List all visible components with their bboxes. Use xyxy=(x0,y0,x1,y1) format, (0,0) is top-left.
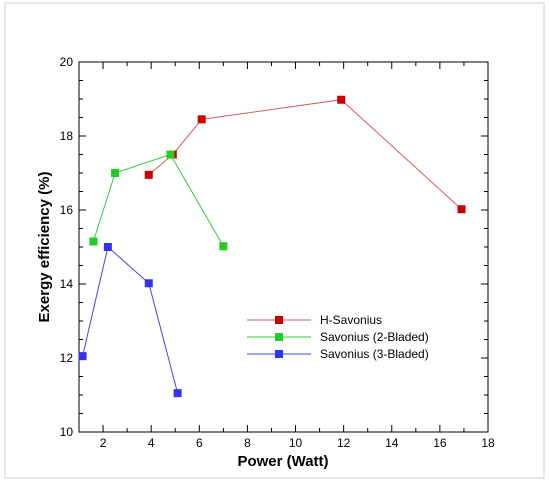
x-tick-label: 18 xyxy=(481,436,495,450)
legend-label: Savonius (2-Bladed) xyxy=(320,330,429,344)
x-tick-label: 10 xyxy=(289,436,303,450)
plot-area xyxy=(78,61,489,433)
data-point xyxy=(78,352,87,361)
x-tick-label: 2 xyxy=(100,436,107,450)
data-point xyxy=(144,170,153,179)
data-point xyxy=(103,243,112,251)
series-markers xyxy=(78,95,466,398)
x-tick-label: 16 xyxy=(433,436,447,450)
series-line-2 xyxy=(92,153,224,247)
y-tick-label: 16 xyxy=(60,203,74,217)
legend-marker xyxy=(275,350,283,358)
y-tick-label: 12 xyxy=(60,351,74,365)
data-point xyxy=(219,242,228,251)
x-tick-label: 12 xyxy=(337,436,351,450)
legend-label: H-Savonius xyxy=(320,313,382,327)
series-line-3 xyxy=(82,246,179,394)
x-tick-label: 4 xyxy=(148,436,155,450)
data-point xyxy=(166,150,175,159)
legend-label: Savonius (3-Bladed) xyxy=(320,347,429,361)
data-point xyxy=(337,95,346,104)
x-tick-label: 6 xyxy=(196,436,203,450)
y-axis-label: Exergy efficiency (%) xyxy=(36,172,53,323)
x-axis-label: Power (Watt) xyxy=(237,453,328,470)
data-point xyxy=(173,389,182,398)
data-point xyxy=(89,237,98,246)
axis-tick-labels: 2 4 6 8 10 12 14 16 18 10 12 14 16 18 20 xyxy=(60,55,495,450)
data-point xyxy=(457,205,466,214)
legend-marker xyxy=(275,316,283,324)
axis-ticks xyxy=(78,61,489,433)
x-tick-label: 8 xyxy=(244,436,251,450)
legend: H-Savonius Savonius (2-Bladed) Savonius (3… xyxy=(247,313,429,361)
legend-marker xyxy=(275,333,283,341)
y-tick-label: 10 xyxy=(60,425,74,439)
data-point xyxy=(197,115,206,124)
y-tick-label: 20 xyxy=(60,55,74,69)
y-tick-label: 18 xyxy=(60,129,74,143)
data-point xyxy=(144,279,153,288)
y-tick-label: 14 xyxy=(60,277,74,291)
x-tick-label: 14 xyxy=(385,436,399,450)
data-point xyxy=(111,169,120,177)
